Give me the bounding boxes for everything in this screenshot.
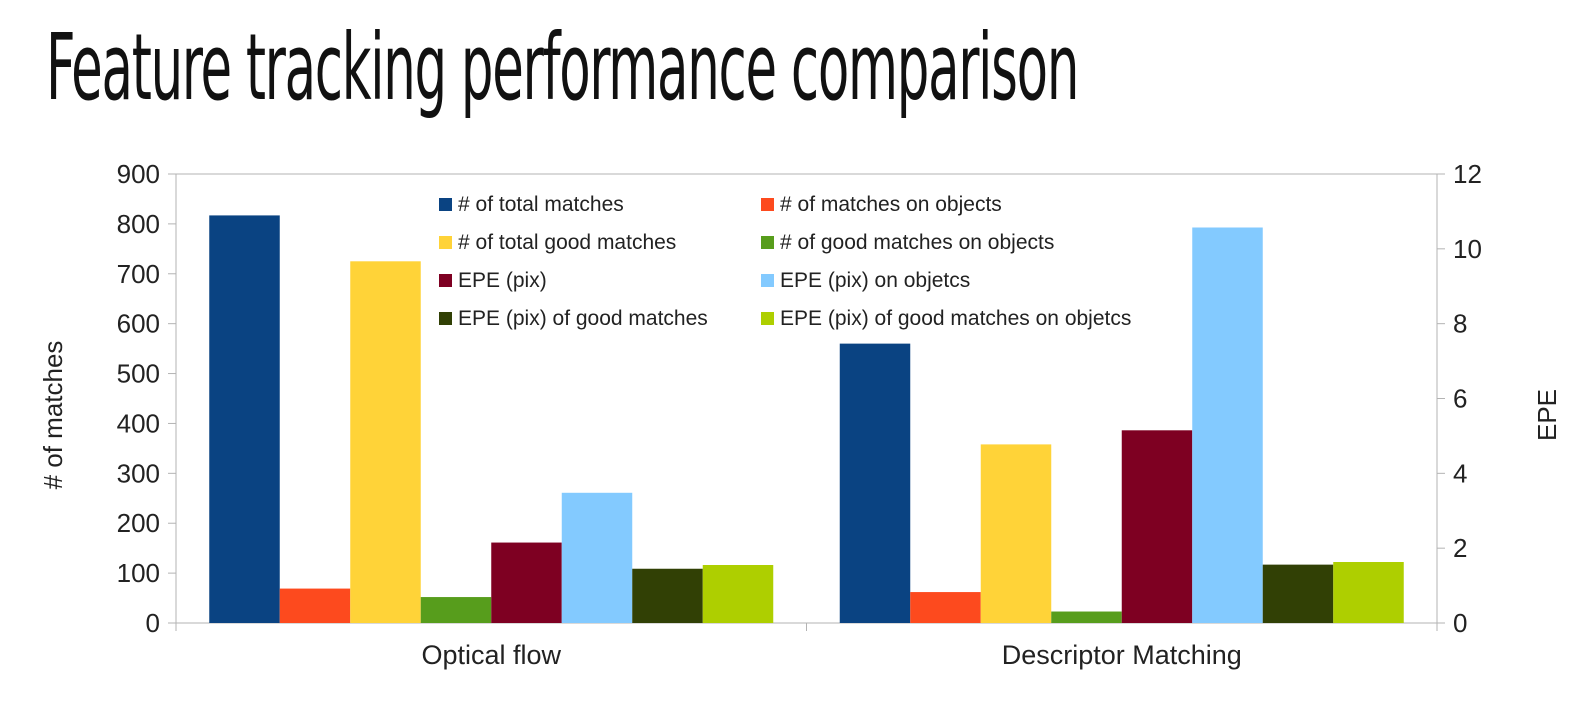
- bar: [1051, 611, 1122, 623]
- y-right-tick-label: 8: [1453, 309, 1467, 339]
- chart-legend: # of total matches # of matches on object…: [439, 193, 1131, 330]
- y-axis-label: # of matches: [38, 341, 68, 490]
- bar: [702, 565, 774, 623]
- y-right-tick-label: 12: [1453, 159, 1482, 189]
- bar: [632, 568, 703, 623]
- y-tick-label: 300: [117, 458, 160, 488]
- chart-bars: [209, 215, 1404, 623]
- bar: [279, 588, 351, 623]
- legend-swatch: [439, 236, 452, 249]
- legend-swatch: [761, 312, 774, 325]
- bar: [1192, 227, 1263, 623]
- legend-label: EPE (pix): [458, 269, 547, 292]
- y-tick-label: 800: [117, 209, 160, 239]
- y-tick-label: 400: [117, 408, 160, 438]
- x-tick-label: Descriptor Matching: [1002, 640, 1242, 670]
- bar: [350, 261, 421, 623]
- bar: [491, 542, 562, 623]
- bar: [839, 343, 911, 623]
- y-tick-label: 900: [117, 159, 160, 189]
- bar: [980, 444, 1052, 623]
- legend-swatch: [439, 198, 452, 211]
- legend-label: # of total good matches: [458, 231, 676, 254]
- x-tick-label: Optical flow: [421, 640, 561, 670]
- legend-label: EPE (pix) on objetcs: [780, 269, 970, 292]
- y-right-tick-label: 2: [1453, 533, 1467, 563]
- y-tick-label: 500: [117, 359, 160, 389]
- y-right-tick-label: 0: [1453, 608, 1467, 638]
- y-right-tick-label: 6: [1453, 384, 1467, 414]
- y-tick-label: 100: [117, 558, 160, 588]
- legend-label: # of good matches on objects: [780, 231, 1054, 254]
- slide-title: Feature tracking performance comparison: [46, 14, 1079, 121]
- chart-axes: 0 100 200 300 400 500 600 700 800 900 0 2 4 6 8 10 12 Opt…: [117, 159, 1482, 670]
- legend-swatch: [439, 274, 452, 287]
- y-right-tick-label: 10: [1453, 234, 1482, 264]
- legend-label: # of total matches: [458, 193, 624, 216]
- y-tick-label: 200: [117, 508, 160, 538]
- bar: [561, 492, 633, 623]
- bar: [1121, 430, 1193, 623]
- legend-swatch: [761, 198, 774, 211]
- bar: [1333, 562, 1404, 623]
- bar: [1262, 564, 1334, 623]
- bar: [209, 215, 280, 623]
- legend-label: EPE (pix) of good matches on objetcs: [780, 307, 1131, 330]
- legend-label: EPE (pix) of good matches: [458, 307, 708, 330]
- y-axis-right-label: EPE: [1532, 389, 1562, 441]
- legend-swatch: [761, 274, 774, 287]
- legend-swatch: [761, 236, 774, 249]
- bar: [910, 592, 981, 623]
- y-right-tick-label: 4: [1453, 458, 1467, 488]
- legend-label: # of matches on objects: [780, 193, 1002, 216]
- bar: [420, 597, 492, 623]
- legend-swatch: [439, 312, 452, 325]
- y-tick-label: 600: [117, 309, 160, 339]
- y-tick-label: 0: [146, 608, 160, 638]
- y-tick-label: 700: [117, 259, 160, 289]
